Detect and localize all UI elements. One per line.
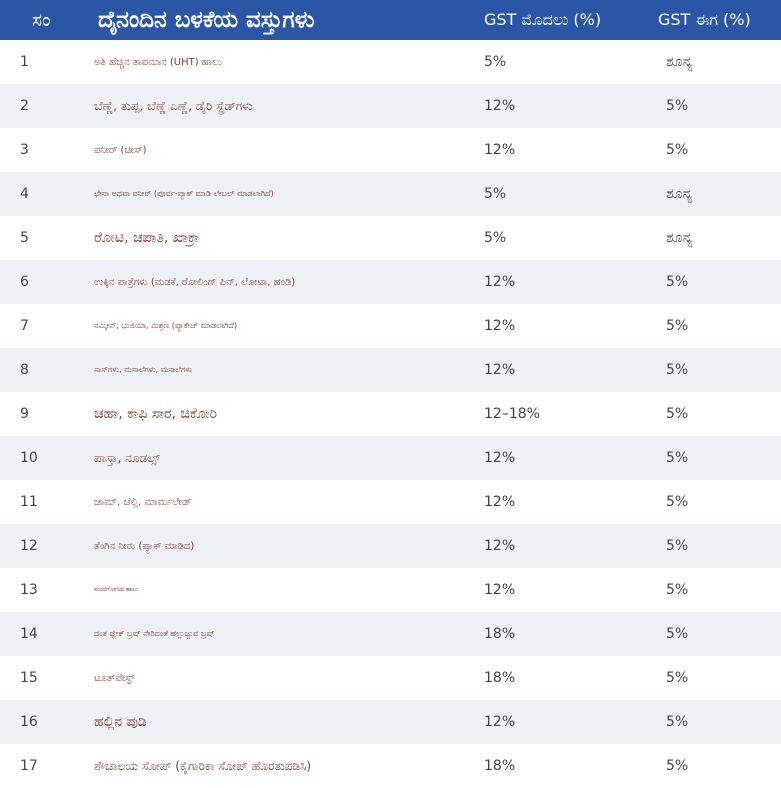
table-row: 13 ಮಂದಗೊಳಿಸಿದ ಹಾಲು 12% 5%: [0, 568, 781, 612]
gst-now-cell: 5%: [666, 494, 689, 510]
item-name: ಜಾಮ್, ಜೆಲ್ಲಿ, ಮಾರ್ಮಲೇಡ್: [94, 496, 192, 508]
gst-now-cell: 5%: [666, 98, 689, 114]
table-row: 8 ಸಾಸ್‌ಗಳು, ಮಸಾಲೆಗಳು, ಮಸಾಲೆಗಳು 12% 5%: [0, 348, 781, 392]
header-no: ಸಂ: [32, 9, 51, 31]
gst-now-cell: ಶೂನ್ಯ: [666, 230, 693, 246]
table-row: 7 ನಮ್ಕೀನ್, ಭುಜಿಯಾ, ಮಿಶ್ರಣ (ಪ್ಯಾಕೇಜ್ ಮಾಡಲ…: [0, 304, 781, 348]
gst-now-cell: 5%: [666, 758, 689, 774]
table-row: 17 ಶೌಚಾಲಯ ಸೋಪ್ (ಕೈಗಾರಿಕಾ ಸೋಪ್ ಹೊರತುಪಡಿಸಿ…: [0, 744, 781, 788]
gst-before-cell: 12%: [484, 538, 516, 554]
table-row: 14 ದಂತ ಫ್ಲೇಕ್ ಬ್ರಷ್ ನೇರಿದಂತೆ ಹಲ್ಲುಜ್ಜುವ …: [0, 612, 781, 656]
gst-before-cell: 5%: [484, 186, 507, 202]
row-number: 6: [20, 274, 29, 290]
gst-now-cell: 5%: [666, 538, 689, 554]
item-name: ಹಲ್ಲಿನ ಪುಡಿ: [94, 714, 147, 730]
row-number: 15: [20, 670, 38, 686]
gst-before-cell: 18%: [484, 670, 516, 686]
gst-before-cell: 12%: [484, 714, 516, 730]
item-name: ಬೆಣ್ಣೆ, ತುಪ್ಪ, ಬೆಣ್ಣೆ ಎಣ್ಣೆ, ಡೈರಿ ಸ್ಪ್ರೆ…: [94, 98, 253, 113]
row-number: 16: [20, 714, 38, 730]
gst-before-cell: 12%: [484, 450, 516, 466]
gst-now-cell: 5%: [666, 626, 689, 642]
table-row: 2 ಬೆಣ್ಣೆ, ತುಪ್ಪ, ಬೆಣ್ಣೆ ಎಣ್ಣೆ, ಡೈರಿ ಸ್ಪ್…: [0, 84, 781, 128]
item-name: ಶೌಚಾಲಯ ಸೋಪ್ (ಕೈಗಾರಿಕಾ ಸೋಪ್ ಹೊರತುಪಡಿಸಿ): [94, 758, 312, 773]
item-name: ನಮ್ಕೀನ್, ಭುಜಿಯಾ, ಮಿಶ್ರಣ (ಪ್ಯಾಕೇಜ್ ಮಾಡಲಾಗ…: [94, 321, 238, 330]
table-header-row: ಸಂ ದೈನಂದಿನ ಬಳಕೆಯ ವಸ್ತುಗಳು GST ಮೊದಲು (%) …: [0, 0, 781, 40]
table-row: 5 ರೋಟಿ, ಚಪಾತಿ, ಖಾಕ್ರಾ 5% ಶೂನ್ಯ: [0, 216, 781, 260]
header-gst-before: GST ಮೊದಲು (%): [484, 10, 602, 29]
gst-now-cell: 5%: [666, 714, 689, 730]
row-number: 3: [20, 142, 29, 158]
row-number: 12: [20, 538, 38, 554]
table-row: 12 ತೆಂಗಿನ ನೀರು (ಪ್ಯಾಕ್ ಮಾಡಿದ) 12% 5%: [0, 524, 781, 568]
row-number: 8: [20, 362, 29, 378]
row-number: 4: [20, 186, 29, 202]
item-name: ರೋಟಿ, ಚಪಾತಿ, ಖಾಕ್ರಾ: [94, 230, 200, 246]
item-name: ಚಹಾ, ಕಾಫಿ ಸಾರ, ಚಿಕೋರಿ: [94, 406, 218, 422]
gst-before-cell: 5%: [484, 54, 507, 70]
table-row: 16 ಹಲ್ಲಿನ ಪುಡಿ 12% 5%: [0, 700, 781, 744]
gst-before-cell: 12%: [484, 142, 516, 158]
row-number: 7: [20, 318, 29, 334]
row-number: 11: [20, 494, 38, 510]
table-row: 3 ಪನೀರ್ (ಚೀಸ್) 12% 5%: [0, 128, 781, 172]
gst-now-cell: 5%: [666, 670, 689, 686]
gst-before-cell: 18%: [484, 758, 516, 774]
gst-now-cell: 5%: [666, 318, 689, 334]
item-name: ಪನೀರ್ (ಚೀಸ್): [94, 144, 147, 156]
gst-before-cell: 12%: [484, 362, 516, 378]
item-name: ಪಾಸ್ತಾ, ನೂಡಲ್ಸ್: [94, 450, 160, 465]
item-name: ಛೇನಾ ಅಥವಾ ಪನೀರ್ (ಪೂರ್ವ-ಪ್ಯಾಕ್ ಮಾಡಿ ಲೇಬಲ್…: [94, 189, 274, 198]
item-name: ದಂತ ಫ್ಲೇಕ್ ಬ್ರಷ್ ನೇರಿದಂತೆ ಹಲ್ಲುಜ್ಜುವ ಬ್ರ…: [94, 629, 215, 638]
gst-before-cell: 5%: [484, 230, 507, 246]
table-row: 15 ಟೂತ್‌ಪೇಸ್ಟ್ 18% 5%: [0, 656, 781, 700]
table-row: 4 ಛೇನಾ ಅಥವಾ ಪನೀರ್ (ಪೂರ್ವ-ಪ್ಯಾಕ್ ಮಾಡಿ ಲೇಬ…: [0, 172, 781, 216]
header-gst-now: GST ಈಗ (%): [658, 10, 751, 29]
gst-before-cell: 12%: [484, 318, 516, 334]
row-number: 14: [20, 626, 38, 642]
gst-now-cell: 5%: [666, 582, 689, 598]
gst-before-cell: 12%: [484, 98, 516, 114]
row-number: 2: [20, 98, 29, 114]
gst-before-cell: 12–18%: [484, 406, 540, 422]
row-number: 1: [20, 54, 29, 70]
row-number: 9: [20, 406, 29, 422]
gst-now-cell: 5%: [666, 274, 689, 290]
table-row: 6 ಉಕ್ಕಿನ ಪಾತ್ರೆಗಳು (ಮಡಕೆ, ರೋಲಿಂಗ್ ಪಿನ್, …: [0, 260, 781, 304]
item-name: ಟೂತ್‌ಪೇಸ್ಟ್: [94, 672, 135, 684]
row-number: 5: [20, 230, 29, 246]
row-number: 13: [20, 582, 38, 598]
gst-before-cell: 12%: [484, 494, 516, 510]
table-row: 1 ಅತಿ ಹೆಚ್ಚಿನ ತಾಪಮಾನ (UHT) ಹಾಲು 5% ಶೂನ್ಯ: [0, 40, 781, 84]
gst-now-cell: 5%: [666, 450, 689, 466]
table-row: 11 ಜಾಮ್, ಜೆಲ್ಲಿ, ಮಾರ್ಮಲೇಡ್ 12% 5%: [0, 480, 781, 524]
table-row: 10 ಪಾಸ್ತಾ, ನೂಡಲ್ಸ್ 12% 5%: [0, 436, 781, 480]
header-item: ದೈನಂದಿನ ಬಳಕೆಯ ವಸ್ತುಗಳು: [98, 7, 315, 33]
gst-before-cell: 12%: [484, 274, 516, 290]
table-row: 9 ಚಹಾ, ಕಾಫಿ ಸಾರ, ಚಿಕೋರಿ 12–18% 5%: [0, 392, 781, 436]
item-name: ಅತಿ ಹೆಚ್ಚಿನ ತಾಪಮಾನ (UHT) ಹಾಲು: [94, 56, 222, 68]
gst-now-cell: 5%: [666, 406, 689, 422]
gst-now-cell: 5%: [666, 362, 689, 378]
item-name: ಸಾಸ್‌ಗಳು, ಮಸಾಲೆಗಳು, ಮಸಾಲೆಗಳು: [94, 365, 193, 374]
item-name: ಮಂದಗೊಳಿಸಿದ ಹಾಲು: [94, 586, 138, 593]
gst-now-cell: ಶೂನ್ಯ: [666, 186, 693, 202]
gst-now-cell: ಶೂನ್ಯ: [666, 54, 693, 70]
gst-now-cell: 5%: [666, 142, 689, 158]
row-number: 10: [20, 450, 38, 466]
gst-before-cell: 12%: [484, 582, 516, 598]
item-name: ಉಕ್ಕಿನ ಪಾತ್ರೆಗಳು (ಮಡಕೆ, ರೋಲಿಂಗ್ ಪಿನ್, ಲೋ…: [94, 276, 296, 288]
gst-before-cell: 18%: [484, 626, 516, 642]
item-name: ತೆಂಗಿನ ನೀರು (ಪ್ಯಾಕ್ ಮಾಡಿದ): [94, 540, 195, 552]
row-number: 17: [20, 758, 38, 774]
